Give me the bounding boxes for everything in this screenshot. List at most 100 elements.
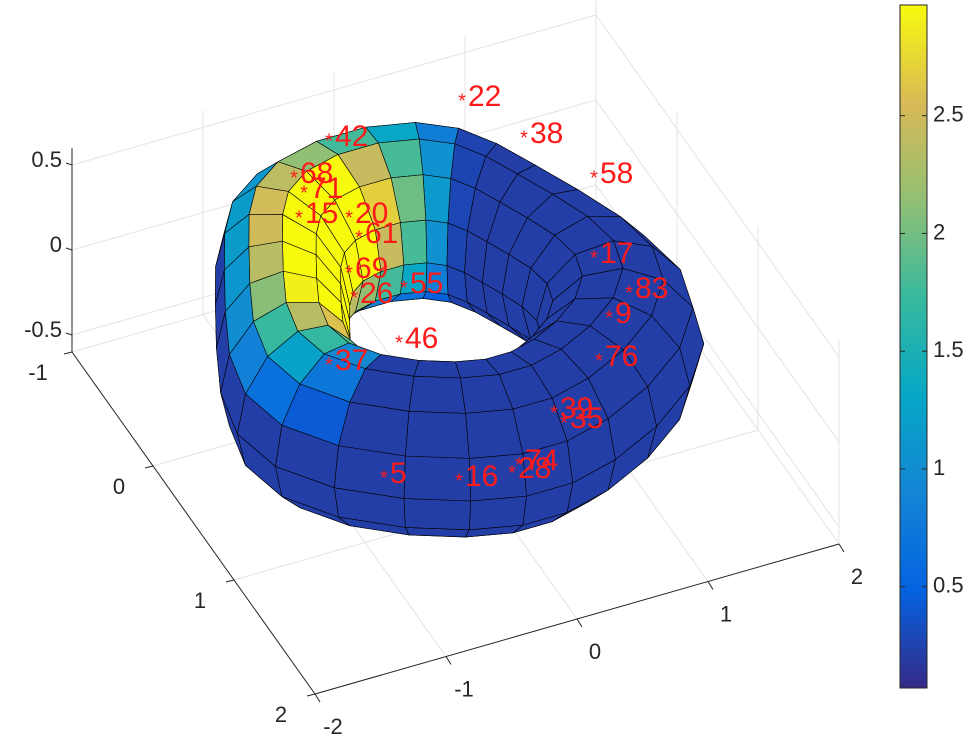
surface-face <box>418 138 456 179</box>
colorbar-tick-label: 2.5 <box>933 102 964 127</box>
point-marker: * <box>290 167 298 189</box>
z-tick-label: 0.5 <box>31 147 62 172</box>
point-marker: * <box>625 282 633 304</box>
point-marker: * <box>515 454 523 476</box>
point-label: 5 <box>390 457 407 490</box>
point-marker: * <box>455 470 463 492</box>
point-marker: * <box>395 332 403 354</box>
point-marker: * <box>458 90 466 112</box>
point-label: 69 <box>355 252 388 285</box>
surface-face <box>403 498 471 531</box>
z-tick <box>65 162 73 166</box>
point-marker: * <box>350 287 358 309</box>
x-tick-label: 1 <box>720 601 732 626</box>
colorbar <box>899 4 928 689</box>
surface-face <box>338 401 410 457</box>
surface-face <box>425 219 449 266</box>
surface-face <box>413 360 461 379</box>
point-marker: * <box>605 307 613 329</box>
surface-face <box>408 375 466 414</box>
colorbar-axis: 0.5 1 1.5 2 2.5 <box>900 102 964 598</box>
point-marker: * <box>595 350 603 372</box>
point-label: 20 <box>355 197 388 230</box>
grid-line <box>595 14 840 358</box>
point-marker: * <box>355 227 363 249</box>
y-tick <box>63 351 73 355</box>
z-tick-label: 0 <box>50 232 62 257</box>
y-tick <box>306 693 316 697</box>
point-marker: * <box>560 412 568 434</box>
point-label: 55 <box>410 267 443 300</box>
y-tick-label: 1 <box>194 588 206 613</box>
point-label: 26 <box>360 277 393 310</box>
surface-face <box>465 408 524 459</box>
y-tick <box>144 465 154 469</box>
x-tick-label: 0 <box>589 639 601 664</box>
colorbar-tick-label: 1 <box>933 455 945 480</box>
y-tick-label: -1 <box>28 360 48 385</box>
point-label: 58 <box>600 157 633 190</box>
point-marker: * <box>508 462 516 484</box>
point-marker: * <box>400 277 408 299</box>
y-tick <box>225 579 235 583</box>
y-axis-line <box>71 351 316 695</box>
point-label: 68 <box>300 157 333 190</box>
point-marker: * <box>345 207 353 229</box>
point-label: 15 <box>305 197 338 230</box>
point-label: 83 <box>635 272 668 305</box>
point-label: 61 <box>365 217 398 250</box>
point-marker: * <box>520 127 528 149</box>
point-label: 71 <box>310 172 343 205</box>
surface-face <box>446 222 468 273</box>
x-tick <box>576 618 583 628</box>
surface-face <box>468 495 527 531</box>
surface-face <box>248 185 289 215</box>
point-marker: * <box>325 354 333 376</box>
x-tick <box>707 581 714 590</box>
point-marker: * <box>590 167 598 189</box>
z-tick-label: -0.5 <box>24 317 62 342</box>
x-tick <box>445 656 452 665</box>
y-tick-label: 0 <box>113 474 125 499</box>
point-marker: * <box>325 130 333 152</box>
point-label: 16 <box>465 460 498 493</box>
point-marker: * <box>295 207 303 229</box>
point-label: 46 <box>405 322 438 355</box>
colorbar-tick-label: 1.5 <box>933 337 964 362</box>
point-label: 74 <box>525 444 558 477</box>
grid-line <box>71 14 597 166</box>
x-tick <box>838 543 845 553</box>
point-marker: * <box>550 402 558 424</box>
point-marker: * <box>300 182 308 204</box>
y-tick-label: 2 <box>275 702 287 727</box>
surface-face <box>400 219 428 266</box>
point-label: 38 <box>530 117 563 150</box>
point-label: 35 <box>570 402 603 435</box>
point-label: 28 <box>518 452 551 485</box>
point-label: 39 <box>560 392 593 425</box>
point-marker: * <box>345 262 353 284</box>
point-label: 22 <box>468 80 501 113</box>
point-marker: * <box>590 247 598 269</box>
z-tick <box>65 247 73 251</box>
point-marker: * <box>380 467 388 489</box>
z-tick <box>65 332 73 336</box>
point-label: 9 <box>615 297 632 330</box>
point-label: 37 <box>335 344 368 377</box>
x-tick-label: 2 <box>851 564 863 589</box>
colorbar-tick-label: 2 <box>933 219 945 244</box>
point-label: 42 <box>335 120 368 153</box>
surface-face <box>422 174 452 224</box>
x-tick-label: -2 <box>323 714 343 739</box>
point-label: 17 <box>600 237 633 270</box>
point-label: 76 <box>605 340 638 373</box>
x-tick-label: -1 <box>454 676 474 701</box>
point-labels: * 22* 68* 42 * 38* 58* 17* 83* 9* 76* 35* 39* 74* 28* 1… <box>290 80 668 493</box>
x-tick <box>314 693 321 703</box>
surface <box>215 122 705 538</box>
surface-face <box>404 410 470 459</box>
grid-line <box>595 99 840 443</box>
colorbar-tick-label: 0.5 <box>933 573 964 598</box>
